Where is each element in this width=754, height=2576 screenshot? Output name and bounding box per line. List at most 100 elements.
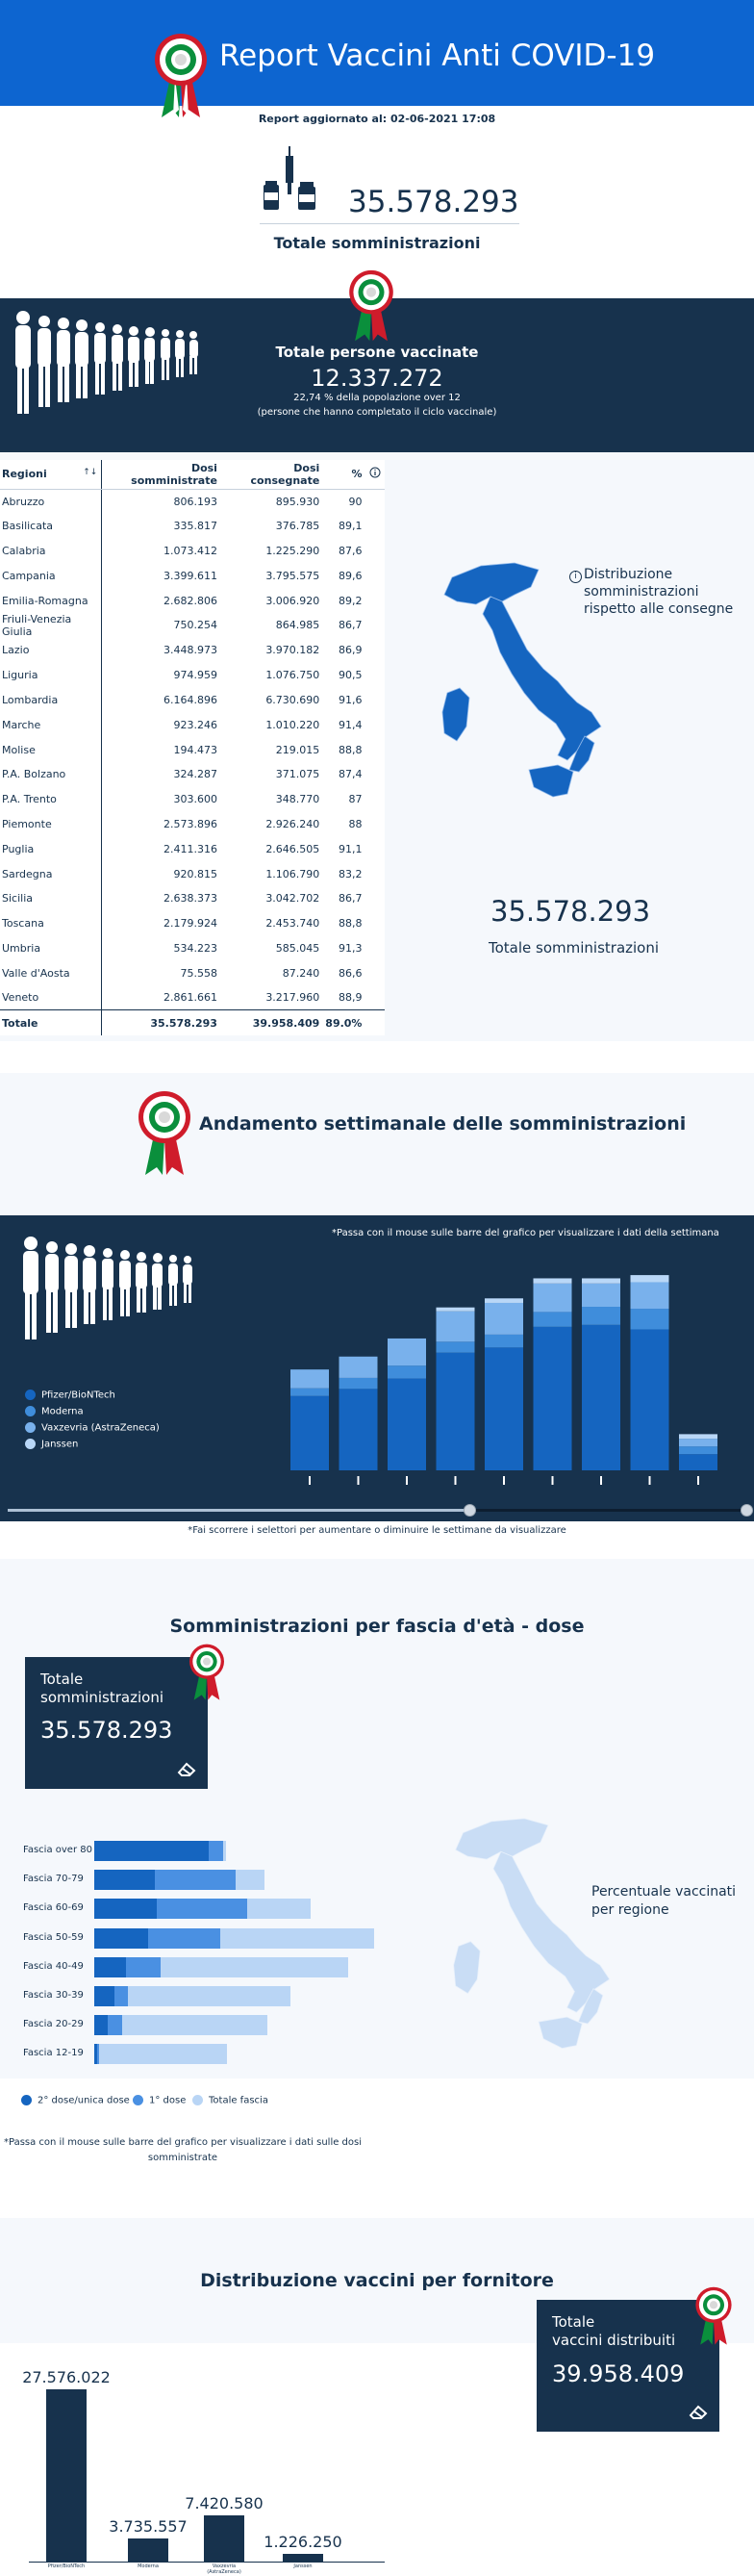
supplier-bar[interactable] bbox=[46, 2388, 87, 2562]
age-bar-segment[interactable] bbox=[94, 2044, 97, 2065]
weekly-bar-segment[interactable] bbox=[582, 1283, 620, 1308]
table-row[interactable]: Marche 923.246 1.010.220 91,4 bbox=[0, 712, 385, 738]
weekly-bar-segment[interactable] bbox=[388, 1365, 426, 1379]
weekly-bar-segment[interactable] bbox=[679, 1439, 717, 1447]
week-range-end-handle[interactable] bbox=[741, 1504, 753, 1517]
age-bar-segment[interactable] bbox=[94, 1899, 157, 1920]
age-bar-segment[interactable] bbox=[94, 2044, 227, 2065]
weekly-bar-segment[interactable] bbox=[485, 1302, 523, 1335]
weekly-bar-segment[interactable] bbox=[630, 1309, 669, 1330]
age-bar-segment[interactable] bbox=[94, 1986, 290, 2006]
week-range-start-handle[interactable] bbox=[464, 1504, 476, 1517]
legend-item-janssen[interactable]: Janssen bbox=[25, 1439, 78, 1450]
age-bar-segment[interactable] bbox=[94, 1841, 209, 1861]
table-row[interactable]: Lombardia 6.164.896 6.730.690 91,6 bbox=[0, 687, 385, 713]
table-row[interactable]: Sardegna 920.815 1.106.790 83,2 bbox=[0, 861, 385, 886]
weekly-bar-segment[interactable] bbox=[533, 1326, 572, 1470]
info-circle-icon[interactable]: i bbox=[569, 571, 582, 583]
delivered-cell: 3.006.920 bbox=[265, 594, 320, 607]
table-row[interactable]: Veneto 2.861.661 3.217.960 88,9 bbox=[0, 985, 385, 1010]
legend-item-pfizer[interactable]: Pfizer/BioNTech bbox=[25, 1390, 115, 1401]
weekly-bar-segment[interactable] bbox=[339, 1377, 378, 1390]
column-header-region[interactable]: Regioni ↑↓ bbox=[0, 460, 103, 490]
weekly-bar-segment[interactable] bbox=[436, 1307, 475, 1312]
weekly-bar-segment[interactable] bbox=[485, 1347, 523, 1470]
weekly-stacked-bar-chart[interactable] bbox=[279, 1251, 731, 1496]
weekly-bar-segment[interactable] bbox=[630, 1275, 669, 1283]
weekly-bar-segment[interactable] bbox=[630, 1282, 669, 1310]
weekly-bar-segment[interactable] bbox=[582, 1324, 620, 1470]
age-bar-segment[interactable] bbox=[94, 1870, 155, 1891]
eraser-icon[interactable] bbox=[689, 2404, 710, 2419]
weekly-bar-segment[interactable] bbox=[290, 1388, 329, 1396]
age-bar-segment[interactable] bbox=[94, 2015, 267, 2036]
table-row[interactable]: Valle d'Aosta 75.558 87.240 86,6 bbox=[0, 960, 385, 986]
weekly-bar-segment[interactable] bbox=[679, 1454, 717, 1470]
weekly-bar-segment[interactable] bbox=[582, 1278, 620, 1284]
weekly-bar-segment[interactable] bbox=[533, 1278, 572, 1284]
weekly-bar-segment[interactable] bbox=[339, 1389, 378, 1470]
weekly-bar-segment[interactable] bbox=[679, 1434, 717, 1440]
age-bar-segment[interactable] bbox=[94, 1956, 126, 1977]
age-bar-segment[interactable] bbox=[94, 2015, 109, 2036]
age-bar-segment[interactable] bbox=[94, 1927, 149, 1949]
table-row[interactable]: Friuli-Venezia Giulia 750.254 864.985 86,7 bbox=[0, 612, 385, 638]
weekly-bar-segment[interactable] bbox=[485, 1334, 523, 1348]
percent-cell: 89,6 bbox=[338, 569, 363, 582]
age-legend-total[interactable]: Totale fascia bbox=[192, 2095, 268, 2106]
info-circle-icon[interactable] bbox=[367, 460, 385, 490]
table-row[interactable]: Piemonte 2.573.896 2.926.240 88 bbox=[0, 811, 385, 837]
weekly-bar-segment[interactable] bbox=[290, 1369, 329, 1389]
table-row[interactable]: Molise 194.473 219.015 88,8 bbox=[0, 737, 385, 762]
table-row[interactable]: Puglia 2.411.316 2.646.505 91,1 bbox=[0, 836, 385, 862]
weekly-bar-segment[interactable] bbox=[485, 1298, 523, 1303]
italy-map-delivery[interactable] bbox=[423, 558, 644, 828]
sort-arrows-icon[interactable]: ↑↓ bbox=[83, 468, 98, 478]
weekly-bar-segment[interactable] bbox=[436, 1341, 475, 1353]
weekly-bar-segment[interactable] bbox=[388, 1338, 426, 1366]
table-row[interactable]: Toscana 2.179.924 2.453.740 88,8 bbox=[0, 910, 385, 936]
legend-dot bbox=[25, 1439, 36, 1449]
weekly-bar-segment[interactable] bbox=[533, 1312, 572, 1327]
age-legend-second-dose[interactable]: 2° dose/unica dose bbox=[21, 2095, 130, 2106]
table-row[interactable]: Lazio 3.448.973 3.970.182 86,9 bbox=[0, 637, 385, 663]
column-header-delivered[interactable]: Dosi consegnate bbox=[222, 460, 326, 490]
weekly-bar-segment[interactable] bbox=[582, 1307, 620, 1325]
weekly-bar-segment[interactable] bbox=[630, 1329, 669, 1470]
legend-item-astrazeneca[interactable]: Vaxzevria (AstraZeneca) bbox=[25, 1422, 160, 1434]
map-legend-line: somministrazioni bbox=[584, 584, 699, 599]
table-row[interactable]: Abruzzo 806.193 895.930 90 bbox=[0, 489, 385, 514]
table-row[interactable]: Campania 3.399.611 3.795.575 89,6 bbox=[0, 563, 385, 589]
table-row[interactable]: Umbria 534.223 585.045 91,3 bbox=[0, 935, 385, 961]
table-row[interactable]: Liguria 974.959 1.076.750 90,5 bbox=[0, 662, 385, 688]
supplier-bar[interactable] bbox=[128, 2538, 168, 2562]
weekly-bar-segment[interactable] bbox=[436, 1311, 475, 1342]
column-header-administered[interactable]: Dosi somministrate bbox=[101, 460, 223, 490]
column-header-percent[interactable]: % bbox=[325, 460, 368, 490]
supplier-bar[interactable] bbox=[204, 2514, 244, 2562]
vaccinated-note: (persone che hanno completato il ciclo v… bbox=[257, 407, 497, 418]
week-tick-label bbox=[503, 1476, 505, 1485]
legend-item-moderna[interactable]: Moderna bbox=[25, 1406, 84, 1417]
table-row[interactable]: Emilia-Romagna 2.682.806 3.006.920 89,2 bbox=[0, 588, 385, 613]
weekly-bar-segment[interactable] bbox=[339, 1356, 378, 1378]
region-name-cell: Molise bbox=[0, 737, 103, 762]
table-row[interactable]: Calabria 1.073.412 1.225.290 87,6 bbox=[0, 538, 385, 564]
weekly-bar-segment[interactable] bbox=[679, 1446, 717, 1455]
table-row[interactable]: P.A. Trento 303.600 348.770 87 bbox=[0, 786, 385, 812]
delivered-cell: 376.785 bbox=[275, 520, 320, 533]
supplier-bar[interactable] bbox=[283, 2554, 323, 2562]
weekly-bar-segment[interactable] bbox=[388, 1378, 426, 1470]
italy-map-percent[interactable] bbox=[433, 1814, 654, 2079]
table-row[interactable]: Sicilia 2.638.373 3.042.702 86,7 bbox=[0, 885, 385, 911]
weekly-title: Andamento settimanale delle somministraz… bbox=[199, 1113, 687, 1135]
week-range-slider-track[interactable] bbox=[8, 1509, 748, 1512]
weekly-bar-segment[interactable] bbox=[290, 1395, 329, 1470]
age-bar-segment[interactable] bbox=[94, 1986, 114, 2006]
table-row[interactable]: P.A. Bolzano 324.287 371.075 87,4 bbox=[0, 761, 385, 787]
eraser-icon[interactable] bbox=[177, 1761, 198, 1776]
table-row[interactable]: Basilicata 335.817 376.785 89,1 bbox=[0, 513, 385, 539]
age-legend-first-dose[interactable]: 1° dose bbox=[133, 2095, 186, 2106]
weekly-bar-segment[interactable] bbox=[436, 1352, 475, 1470]
weekly-bar-segment[interactable] bbox=[533, 1283, 572, 1313]
